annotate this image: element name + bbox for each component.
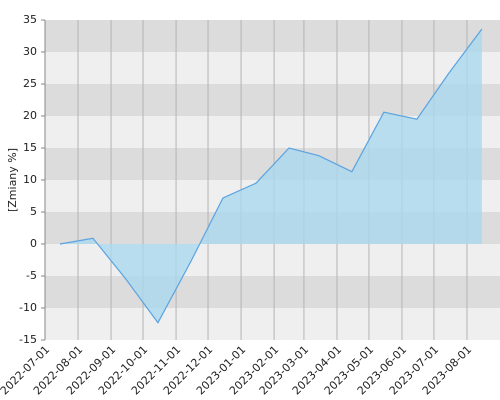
y-tick-label: 5 [30, 205, 37, 218]
grid-band [45, 52, 500, 84]
y-tick-label: -5 [26, 269, 37, 282]
y-tick-label: -10 [19, 301, 37, 314]
line [59, 28, 483, 324]
y-tick-label: 10 [23, 173, 37, 186]
y-tick-label: 20 [23, 109, 37, 122]
y-tick-label: 25 [23, 77, 37, 90]
area [59, 28, 482, 323]
y-axis-label: [Zmiany %] [6, 148, 19, 212]
y-tick-label: 35 [23, 13, 37, 26]
grid-band [45, 276, 500, 308]
y-tick-label: 0 [30, 237, 37, 250]
y-tick-label: -15 [19, 333, 37, 346]
grid-band [45, 308, 500, 340]
y-tick-label: 15 [23, 141, 37, 154]
y-tick-label: 30 [23, 45, 37, 58]
grid-band [45, 20, 500, 52]
